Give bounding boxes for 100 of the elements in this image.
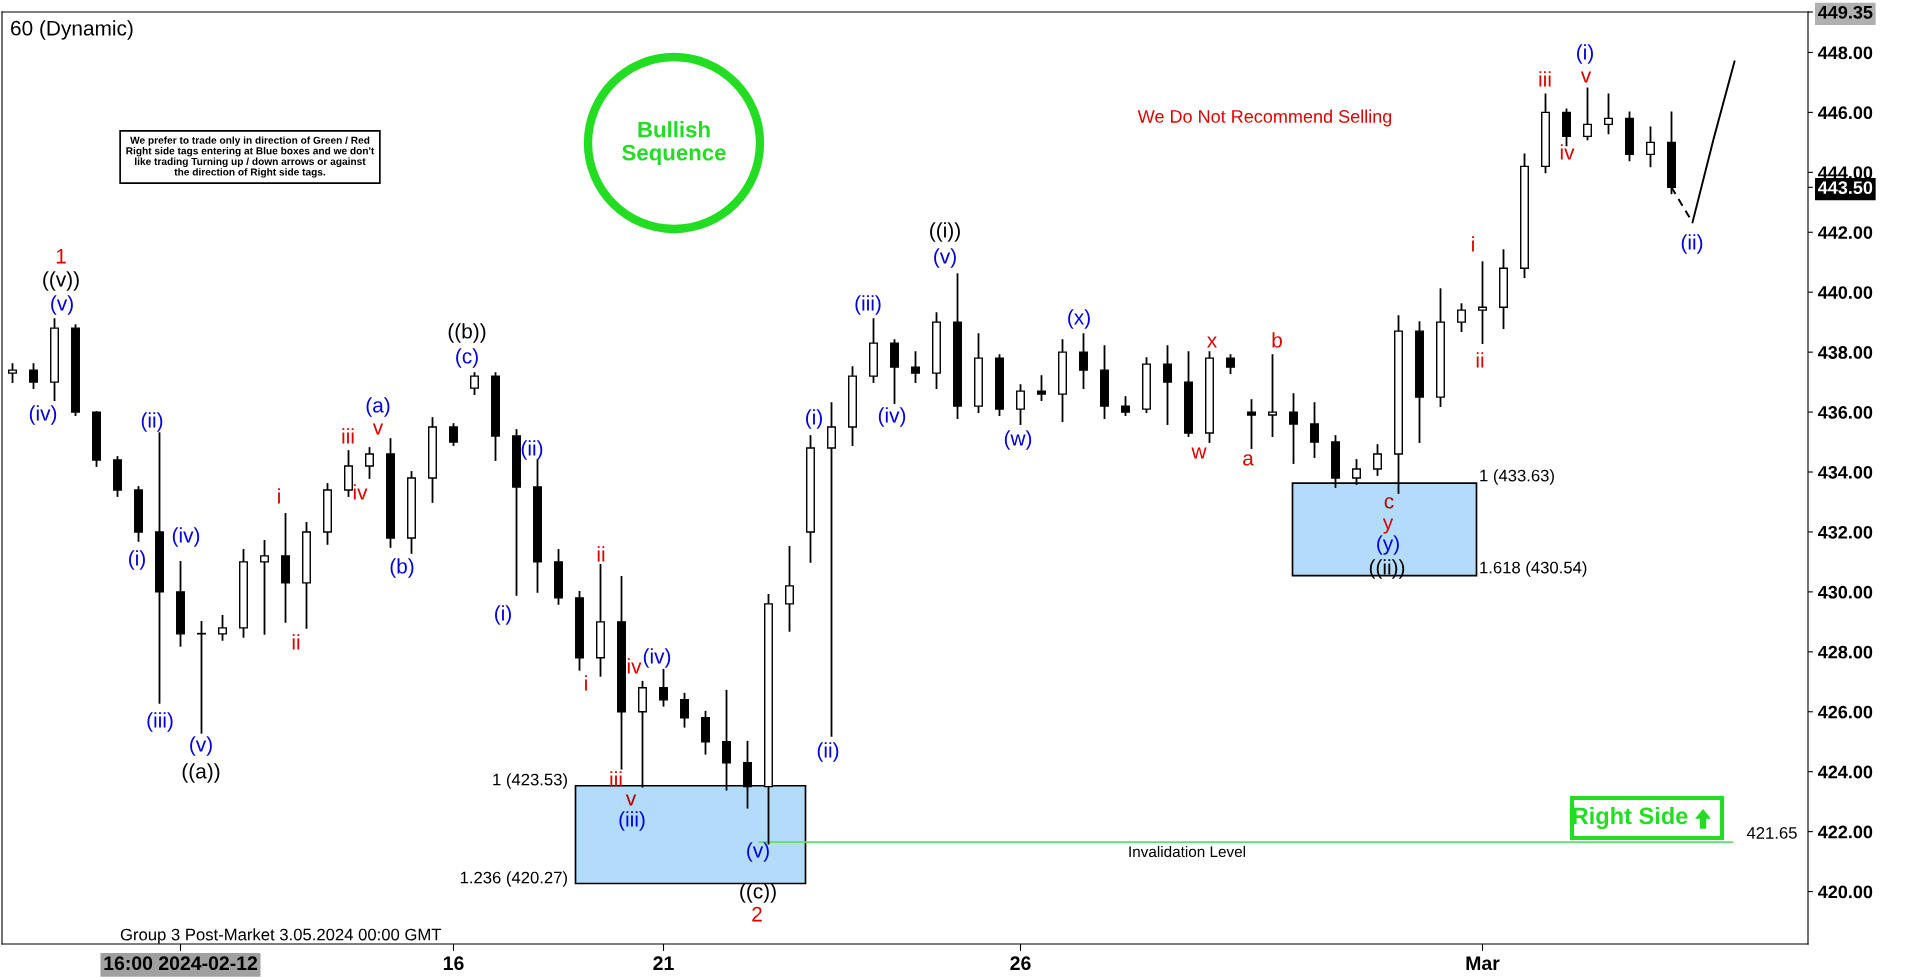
annotation: (v) (747, 842, 769, 862)
candlestick (1268, 354, 1277, 437)
y-tick-label: 424.00 (1818, 765, 1873, 779)
annotation: Bullish Sequence (622, 121, 726, 165)
annotation: x (1207, 336, 1217, 348)
annotation: (v) (190, 736, 212, 756)
annotation: (a) (366, 397, 390, 417)
annotation: (ii) (141, 412, 163, 432)
y-tick-label: 432.00 (1818, 525, 1873, 539)
annotation: (iii) (855, 295, 881, 315)
y-tick-label: 448.00 (1818, 46, 1873, 60)
annotation: iv (1560, 144, 1575, 160)
y-tick-label: 440.00 (1818, 286, 1873, 299)
annotation: iv (627, 658, 642, 674)
annotation: ((b)) (448, 323, 486, 343)
y-tick-label: 434.00 (1818, 465, 1873, 479)
annotation: Group 3 Post-Market 3.05.2024 00:00 GMT (120, 928, 442, 944)
x-tick-label: Mar (1466, 956, 1500, 971)
annotation: (ii) (1681, 234, 1703, 254)
candlestick (1163, 345, 1172, 425)
annotation: i (1472, 236, 1474, 252)
annotation: iii (342, 428, 354, 444)
annotation: ((a)) (182, 763, 220, 783)
x-tick-label: 16:00 2024-02-12 (104, 956, 258, 971)
annotation: (v) (51, 295, 73, 315)
annotation: (b) (390, 558, 414, 578)
annotation: (c) (456, 348, 478, 368)
candlestick (29, 363, 38, 390)
x-tick-label: 16 (443, 956, 464, 971)
annotation: (iv) (29, 405, 57, 425)
candlestick (344, 450, 353, 497)
y-tick-label: 443.50 (1818, 181, 1873, 195)
x-tick-label: 21 (653, 956, 674, 970)
candlestick (827, 402, 836, 737)
annotation: i (585, 675, 587, 691)
annotation: 2 (752, 906, 762, 922)
annotation: ((c)) (740, 883, 776, 903)
candlestick (1583, 87, 1592, 141)
chart-title: 60 (Dynamic) (11, 20, 133, 40)
candlestick (785, 546, 794, 632)
annotation: b (1272, 332, 1282, 348)
annotation: We prefer to trade only in direction of Green / Red Right side tags entering at Blue boxes and we don't like trading Turning up / down arrows or against the direction of Right side tags. (126, 136, 375, 178)
annotation: iii (1539, 71, 1551, 87)
candlestick (449, 423, 458, 446)
annotation: ((i)) (930, 222, 960, 242)
y-tick-label: 446.00 (1818, 106, 1873, 120)
annotation: iii (610, 771, 622, 787)
annotation: i (278, 488, 280, 504)
x-tick-label: 26 (1010, 956, 1031, 971)
candlestick (890, 339, 899, 404)
candlestick (1310, 402, 1319, 458)
annotation: (ii) (521, 440, 543, 460)
y-tick-label: 442.00 (1818, 226, 1873, 239)
annotation: iv (353, 484, 368, 500)
annotation: (i) (1577, 44, 1593, 64)
annotation: (iv) (878, 407, 906, 427)
candlestick (1037, 375, 1046, 401)
annotation: (iv) (643, 648, 671, 668)
annotation: v (625, 794, 637, 806)
candlestick (1079, 333, 1088, 390)
annotation: c (1384, 497, 1394, 509)
y-tick-label: 426.00 (1818, 705, 1873, 719)
annotation: ii (597, 546, 605, 562)
candlestick (218, 614, 227, 641)
candlestick (1604, 93, 1613, 135)
annotation: (i) (495, 605, 511, 625)
y-tick-label: 430.00 (1818, 585, 1873, 599)
annotation: y (1382, 518, 1394, 534)
annotation: We Do Not Recommend Selling (1137, 109, 1392, 127)
annotation: ii (292, 634, 300, 650)
candlestick (1289, 393, 1298, 464)
y-tick-label: 436.00 (1818, 406, 1873, 419)
candlestick (260, 540, 269, 635)
annotation: (w) (1004, 430, 1032, 450)
annotation: 1.618 (430.54) (1480, 561, 1587, 577)
annotation: v (1580, 71, 1592, 83)
annotation: 1 (423.53) (493, 773, 567, 789)
annotation: (i) (129, 550, 145, 570)
ref-line-label: 421.65 (1746, 827, 1797, 839)
annotation: 1.236 (420.27) (460, 871, 567, 887)
annotation: (v) (934, 248, 956, 268)
y-tick-label: 422.00 (1818, 825, 1873, 839)
annotation: (y) (1377, 535, 1399, 555)
annotation: ((ii)) (1369, 559, 1405, 579)
candlestick (1016, 384, 1025, 425)
candlestick (659, 668, 668, 707)
candlestick (470, 372, 479, 395)
annotation: Invalidation Level (1129, 845, 1246, 858)
annotation: (iii) (147, 712, 173, 732)
annotation: (i) (806, 409, 822, 429)
annotation: Right Side (1573, 806, 1688, 830)
annotation: v (372, 423, 384, 435)
y-tick-label: 428.00 (1818, 645, 1873, 659)
y-tick-label: 438.00 (1818, 346, 1873, 359)
y-tick-label: 420.00 (1818, 885, 1873, 899)
candlestick (1247, 399, 1256, 449)
candlestick (197, 620, 206, 734)
annotation: (iv) (172, 527, 200, 547)
annotation: a (1243, 454, 1254, 466)
annotation: ((v)) (43, 271, 79, 291)
